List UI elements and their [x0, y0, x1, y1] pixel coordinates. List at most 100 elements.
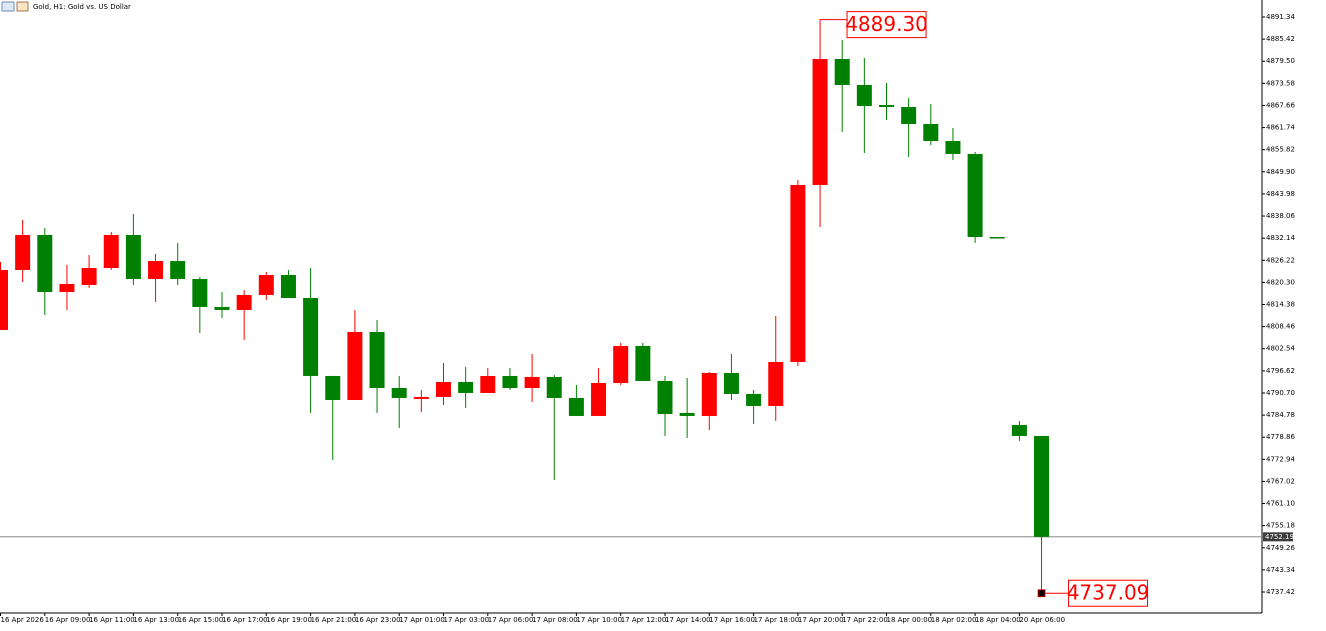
x-tick-label: 16 Apr 13:00 [133, 616, 179, 624]
candle-body [723, 372, 739, 394]
y-tick-label: 4849.90 [1266, 168, 1295, 176]
candle-body [170, 260, 186, 279]
y-tick-label: 4737.42 [1266, 588, 1295, 596]
x-tick-label: 18 Apr 04:00 [975, 616, 1021, 624]
candle-body [635, 345, 651, 381]
candle-body [901, 106, 917, 124]
x-tick-label: 20 Apr 06:00 [1019, 616, 1065, 624]
x-tick-label: 16 Apr 15:00 [178, 616, 224, 624]
y-tick-label: 4778.86 [1266, 433, 1295, 441]
annotation-label: 4889.30 [845, 12, 928, 36]
candle-body [812, 58, 828, 185]
x-tick-label: 16 Apr 23:00 [355, 616, 401, 624]
x-tick-label: 16 Apr 09:00 [45, 616, 91, 624]
x-tick-label: 17 Apr 16:00 [709, 616, 755, 624]
current-price-label: 4752.19 [1265, 533, 1294, 541]
candle-body [325, 375, 341, 400]
candle-body [967, 153, 983, 237]
x-tick-label: 17 Apr 18:00 [754, 616, 800, 624]
x-tick-label: 17 Apr 03:00 [444, 616, 490, 624]
candle-body [613, 345, 629, 383]
y-tick-label: 4885.42 [1266, 35, 1295, 43]
x-tick-label: 16 Apr 17:00 [222, 616, 268, 624]
candle-body [923, 123, 939, 141]
candle-body [280, 274, 296, 299]
candle-body [746, 393, 762, 406]
annotation-box [846, 11, 927, 39]
y-tick-label: 4784.78 [1266, 411, 1295, 419]
candle-body [679, 412, 695, 416]
y-tick-label: 4861.74 [1266, 124, 1295, 132]
x-tick-label: 17 Apr 20:00 [798, 616, 844, 624]
y-tick-label: 4814.38 [1266, 301, 1295, 309]
y-tick-label: 4879.50 [1266, 57, 1295, 65]
candle-body [0, 269, 8, 330]
candle-body [945, 140, 961, 154]
x-tick-label: 16 Apr 2026 [1, 616, 45, 624]
candle-body [303, 298, 319, 376]
y-tick-label: 4749.26 [1266, 544, 1295, 552]
candle-body [37, 234, 53, 292]
menu-icon[interactable] [1, 1, 15, 12]
chart-title: Gold, H1: Gold vs. US Dollar [33, 3, 131, 11]
candle-body [1034, 435, 1050, 537]
y-tick-label: 4826.22 [1266, 256, 1295, 264]
candle-body [568, 397, 584, 416]
candle-body [148, 260, 164, 279]
chart-icon[interactable] [16, 1, 29, 12]
y-tick-label: 4767.02 [1266, 477, 1295, 485]
y-tick-label: 4743.34 [1266, 566, 1295, 574]
y-tick-label: 4802.54 [1266, 345, 1295, 353]
annotation-marker [1037, 589, 1046, 598]
candle-body [347, 331, 363, 400]
annotation-connector [819, 19, 848, 25]
candle-body [192, 278, 208, 307]
candle-body [369, 331, 385, 388]
x-tick-label: 17 Apr 01:00 [399, 616, 445, 624]
candle-body [546, 376, 562, 398]
x-tick-label: 18 Apr 00:00 [887, 616, 933, 624]
x-tick-label: 16 Apr 21:00 [311, 616, 357, 624]
candle-body [103, 234, 119, 269]
candle-body [790, 184, 806, 362]
y-tick-label: 4755.18 [1266, 522, 1295, 530]
y-tick-label: 4790.70 [1266, 389, 1295, 397]
candle-body [856, 84, 872, 106]
candle-body [436, 381, 451, 397]
candle-body [391, 387, 407, 398]
candle-body [236, 294, 252, 310]
candle-body [834, 58, 850, 85]
annotation-box [1068, 579, 1149, 607]
candle-body [15, 234, 31, 270]
y-tick-label: 4873.58 [1266, 79, 1295, 87]
candle-body [1011, 424, 1027, 436]
x-tick-label: 16 Apr 11:00 [89, 616, 135, 624]
candle-body [480, 375, 496, 393]
y-tick-label: 4761.10 [1266, 500, 1295, 508]
candle-body [81, 268, 97, 286]
x-tick-label: 17 Apr 08:00 [532, 616, 578, 624]
y-tick-label: 4843.98 [1266, 190, 1295, 198]
y-tick-label: 4820.30 [1266, 278, 1295, 286]
y-tick-label: 4891.34 [1266, 13, 1295, 21]
y-tick-label: 4772.94 [1266, 455, 1295, 463]
x-tick-label: 17 Apr 12:00 [621, 616, 667, 624]
x-tick-label: 16 Apr 19:00 [266, 616, 312, 624]
candle-body [214, 306, 230, 310]
y-tick-label: 4832.14 [1266, 234, 1295, 242]
candle-body [879, 105, 894, 107]
y-tick-label: 4796.62 [1266, 367, 1295, 375]
candle-body [125, 234, 141, 279]
candle-body [413, 396, 429, 399]
candle-body [258, 274, 274, 295]
candle-body [701, 372, 717, 416]
annotation-label: 4737.09 [1067, 581, 1150, 605]
candle-body [458, 381, 474, 393]
candle-body [657, 380, 673, 414]
x-tick-label: 17 Apr 10:00 [576, 616, 622, 624]
current-price-tag [1263, 532, 1293, 542]
candle-body [989, 236, 1005, 239]
candle-body [524, 376, 540, 388]
candle-body [591, 382, 607, 416]
